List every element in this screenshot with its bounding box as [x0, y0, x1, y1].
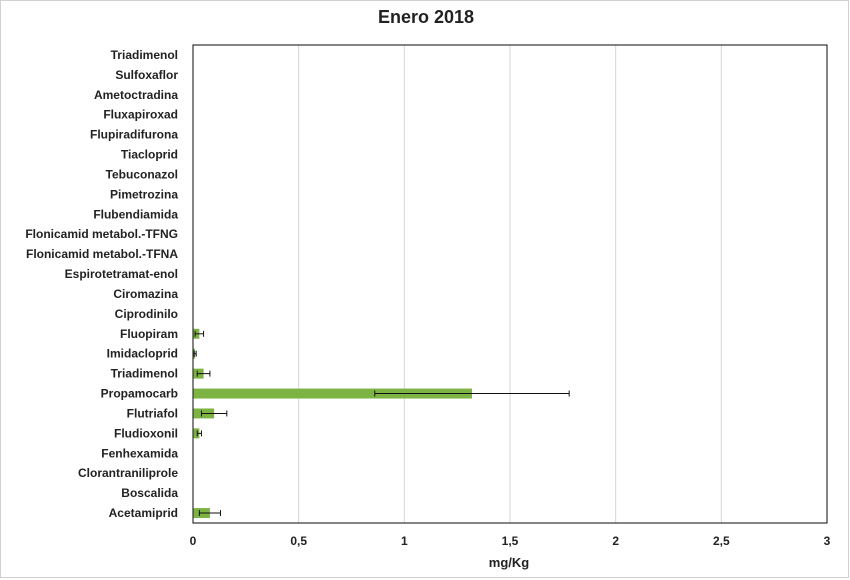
bar [193, 428, 200, 439]
category-label: Tiacloprid [121, 148, 178, 162]
x-tick-labels: 0 0,5 1 1,5 2 2,5 3 [190, 534, 831, 548]
x-tick-label: 3 [824, 534, 831, 548]
category-label: Clorantraniliprole [78, 466, 178, 480]
bars [193, 328, 472, 519]
category-label: Fluxapiroxad [103, 108, 178, 122]
category-label: Fluopiram [120, 327, 178, 341]
category-label: Ciprodinilo [115, 307, 178, 321]
category-label: Tebuconazol [106, 167, 178, 181]
category-label: Triadimenol [111, 48, 178, 62]
bar [193, 388, 472, 399]
x-tick-label: 0 [190, 534, 197, 548]
x-tick-label: 1,5 [502, 534, 519, 548]
x-tick-label: 1 [401, 534, 408, 548]
category-label: Fludioxonil [114, 426, 178, 440]
category-label: Triadimenol [111, 367, 178, 381]
category-label: Ametoctradina [94, 88, 178, 102]
category-label: Flutriafol [127, 406, 178, 420]
category-label: Sulfoxaflor [115, 68, 178, 82]
x-tick-label: 0,5 [290, 534, 307, 548]
category-label: Flubendiamida [93, 207, 178, 221]
x-tick-label: 2 [612, 534, 619, 548]
x-tick-label: 2,5 [713, 534, 730, 548]
plot-area-border [192, 44, 828, 524]
error-bars [193, 330, 570, 517]
category-label: Boscalida [121, 486, 178, 500]
category-label: Fenhexamida [101, 446, 178, 460]
x-axis-label: mg/Kg [489, 555, 530, 570]
gridlines [298, 45, 722, 523]
category-label: Flonicamid metabol.-TFNG [25, 227, 178, 241]
category-label: Acetamiprid [109, 506, 178, 520]
chart-title: Enero 2018 [378, 7, 474, 27]
category-label: Flupiradifurona [90, 128, 178, 142]
category-labels: Triadimenol Sulfoxaflor Ametoctradina Fluxa… [25, 48, 178, 520]
category-label: Pimetrozina [110, 187, 178, 201]
category-label: Espirotetramat-enol [65, 267, 178, 281]
category-label: Ciromazina [113, 287, 178, 301]
category-label: Propamocarb [101, 387, 178, 401]
category-label: Imidacloprid [107, 347, 178, 361]
category-label: Flonicamid metabol.-TFNA [26, 247, 178, 261]
